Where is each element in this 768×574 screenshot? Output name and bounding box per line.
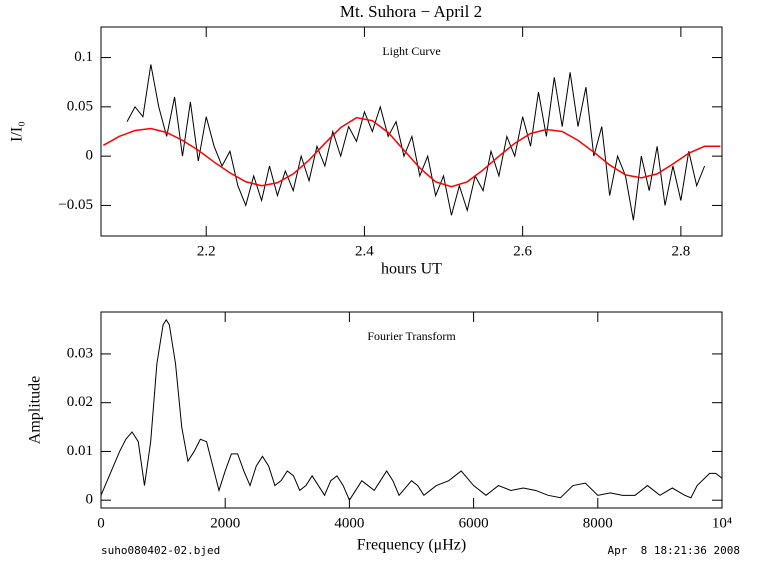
- y-tick-label: 0: [86, 492, 94, 508]
- y-tick-label: 0.1: [74, 49, 93, 65]
- data-line: [100, 318, 723, 502]
- y-tick-label: 0: [86, 148, 94, 164]
- annotation: Fourier Transform: [367, 329, 456, 343]
- x-axis-label: hours UT: [381, 261, 442, 278]
- x-tick-label: 4000: [334, 515, 364, 531]
- x-tick-label: 6000: [459, 515, 489, 531]
- x-tick-label: 2.8: [671, 243, 690, 259]
- footer-timestamp: Apr 8 18:21:36 2008: [608, 544, 740, 557]
- y-tick-label: 0.01: [67, 443, 93, 459]
- x-tick-label: 2.2: [197, 243, 216, 259]
- data-line: [103, 116, 721, 188]
- plot-frame: [100, 311, 723, 509]
- y-tick-label: 0.05: [67, 98, 93, 114]
- y-axis-label: I/I₀: [9, 121, 26, 142]
- x-tick-label: 2000: [210, 515, 240, 531]
- x-tick-label: 2.6: [513, 243, 532, 259]
- footer-file: suho080402-02.bjed: [101, 544, 220, 557]
- x-tick-label: 2.4: [355, 243, 374, 259]
- x-tick-label: 0: [97, 515, 105, 531]
- plot-frame: [100, 26, 723, 237]
- x-tick-label: 8000: [583, 515, 613, 531]
- x-axis-label: Frequency (μHz): [357, 537, 466, 554]
- chart-title: Mt. Suhora − April 2: [340, 2, 482, 21]
- y-axis-label: Amplitude: [27, 376, 44, 444]
- y-tick-label: 0.02: [67, 394, 93, 410]
- y-tick-label: 0.03: [67, 345, 93, 361]
- annotation: Light Curve: [382, 44, 440, 58]
- x-tick-label: 10⁴: [712, 515, 732, 531]
- data-line: [126, 64, 706, 221]
- y-tick-label: −0.05: [58, 197, 93, 213]
